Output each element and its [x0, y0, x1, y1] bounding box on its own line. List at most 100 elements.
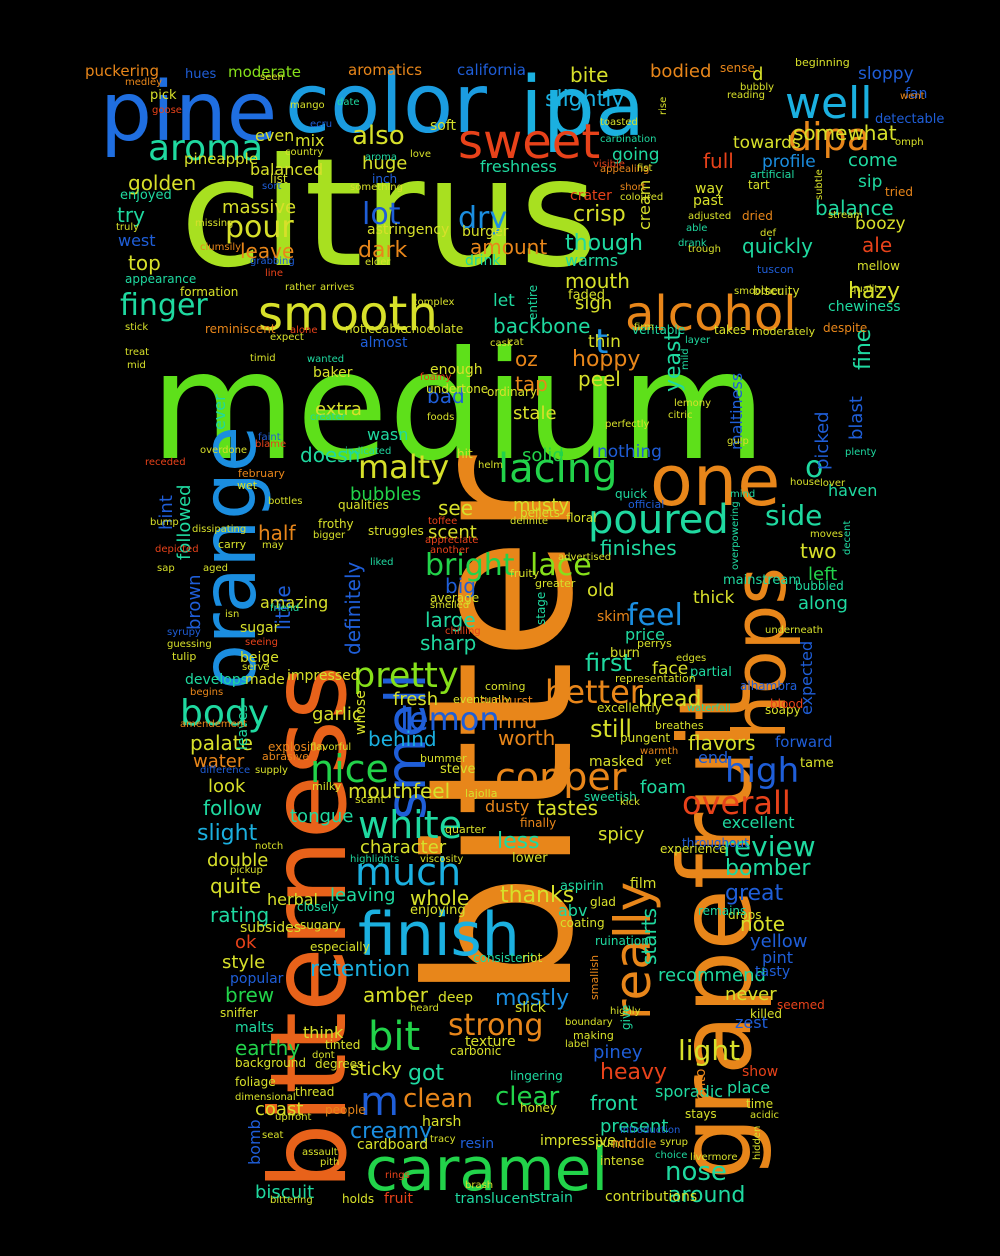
- word-closely: closely: [297, 900, 338, 914]
- word-grapefruit: grapefruit: [657, 682, 774, 1180]
- word-smell: smell: [374, 673, 438, 820]
- word-noticeable: noticeable: [345, 322, 408, 336]
- word-arrives: arrives: [320, 282, 354, 293]
- word-trough: trough: [688, 244, 721, 255]
- word-boozy: boozy: [855, 214, 906, 234]
- word-quickly: quickly: [742, 234, 813, 258]
- word-assault: assault: [302, 1147, 338, 1158]
- word-perfectly: perfectly: [605, 419, 649, 430]
- word-flavors: flavors: [688, 731, 756, 755]
- word-wet: wet: [237, 479, 258, 492]
- word-ipa: ipa: [520, 60, 645, 155]
- word-smooth: smooth: [258, 286, 438, 342]
- word-drops: drops: [728, 908, 762, 922]
- word-enough: enough: [430, 362, 483, 378]
- word-syrup: syrup: [660, 1137, 688, 1148]
- word-smelled: smelled: [430, 600, 469, 611]
- word-first: first: [585, 649, 632, 677]
- word-grabbing: grabbing: [250, 256, 295, 267]
- word-sweet: sweet: [458, 114, 600, 170]
- word-experience: experience: [660, 842, 727, 856]
- word-foliage: foliage: [235, 1075, 276, 1089]
- word-hues: hues: [185, 67, 216, 82]
- word-eventually: eventually: [453, 693, 511, 706]
- word-much: much: [355, 850, 461, 894]
- word-amber: amber: [363, 983, 429, 1007]
- word-serve: serve: [242, 662, 270, 673]
- word-oz: oz: [515, 347, 538, 371]
- word-california: california: [457, 61, 526, 79]
- word-carbonic: carbonic: [450, 1044, 501, 1058]
- word-starts: starts: [637, 908, 661, 965]
- word-crisp: crisp: [573, 202, 626, 227]
- word-hidden: hidden: [752, 1126, 763, 1160]
- word-fruity: fruity: [510, 567, 540, 580]
- word-aged: aged: [203, 563, 228, 574]
- word-behind: behind: [368, 727, 437, 751]
- word-layer: layer: [685, 335, 711, 346]
- word-resin: resin: [460, 1136, 494, 1152]
- word-stream: stream: [828, 210, 863, 221]
- word-end: end: [698, 748, 728, 767]
- word-way: way: [695, 181, 723, 197]
- word-representation: representation: [615, 672, 696, 685]
- word-tulip: tulip: [172, 650, 196, 663]
- word-full: full: [703, 149, 734, 173]
- word-chewiness: chewiness: [828, 299, 901, 315]
- word-even: even: [255, 126, 294, 145]
- word-alcohol: alcohol: [625, 286, 797, 342]
- word-sweetish: sweetish: [584, 790, 637, 804]
- word-isn: isn: [225, 609, 239, 620]
- word-holds: holds: [342, 1192, 374, 1206]
- word-let: let: [493, 291, 515, 311]
- word-malts: malts: [235, 1020, 274, 1036]
- word-almost: almost: [360, 335, 408, 351]
- word-tastes: tastes: [537, 796, 598, 820]
- word-top: top: [128, 251, 161, 275]
- word-bitter: bitter: [385, 455, 618, 1000]
- word-alhambra: alhambra: [740, 679, 797, 693]
- word-impressive: impressive: [540, 1133, 616, 1149]
- word-steve: steve: [440, 762, 476, 777]
- word-haven: haven: [828, 481, 877, 500]
- word-friend: friend: [270, 603, 299, 614]
- word-nose: nose: [665, 1157, 727, 1187]
- word-sense: sense: [720, 61, 755, 75]
- word-body: body: [180, 693, 269, 734]
- word-notch: notch: [255, 841, 283, 852]
- word-though: though: [565, 231, 643, 256]
- word-abrasive: abrasive: [262, 750, 309, 763]
- word-bump: bump: [150, 517, 179, 528]
- word-fresh: fresh: [393, 689, 438, 710]
- word-qualities: qualities: [338, 498, 389, 512]
- word-seeing: seeing: [245, 637, 278, 648]
- word-around: around: [668, 1183, 745, 1208]
- word-orange: orange: [185, 426, 273, 690]
- word-especially: especially: [310, 940, 370, 954]
- word-frothy: frothy: [318, 517, 354, 531]
- word-country: country: [285, 147, 323, 158]
- word-wasn: wasn: [367, 425, 408, 444]
- word-soapy: soapy: [765, 703, 801, 717]
- word-ever: ever: [210, 394, 229, 430]
- word-style: style: [222, 952, 265, 973]
- word-love: love: [410, 149, 431, 160]
- word-lover: lover: [820, 478, 846, 489]
- word-sharp: sharp: [420, 631, 476, 655]
- word-drink: drink: [465, 253, 501, 269]
- word-faded: faded: [568, 288, 605, 303]
- word-ecru: ecru: [310, 119, 332, 130]
- word-tracy: tracy: [430, 1134, 456, 1145]
- word-floral: floral: [566, 511, 597, 525]
- word-mellow: mellow: [857, 259, 900, 273]
- word-date: date: [337, 97, 360, 108]
- word-tinted: tinted: [325, 1038, 360, 1052]
- word-smallish: smallish: [588, 955, 601, 1000]
- word-seat: seat: [262, 1130, 283, 1141]
- word-underneath: underneath: [765, 625, 823, 636]
- word-never: never: [725, 984, 777, 1005]
- word-lot: lot: [362, 197, 401, 232]
- word-brash: brash: [465, 1180, 493, 1191]
- word-high: high: [725, 751, 799, 791]
